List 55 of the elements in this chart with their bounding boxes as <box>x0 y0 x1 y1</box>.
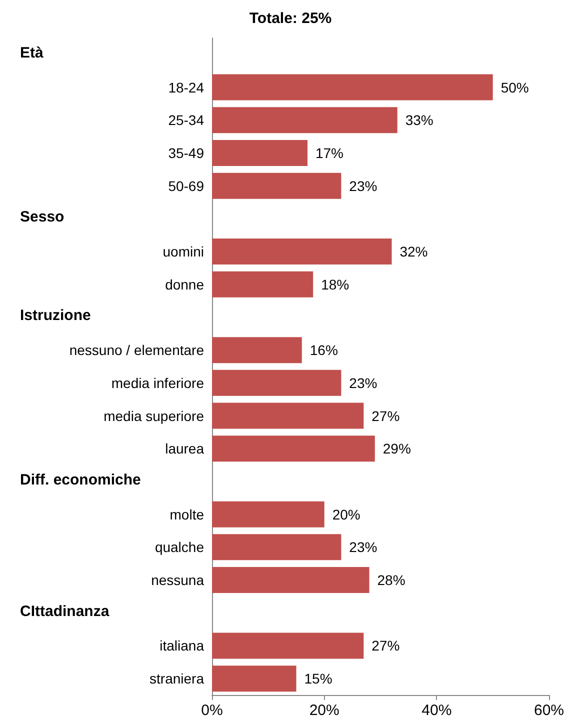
y-tick-label: nessuna <box>151 572 204 588</box>
data-label: 50% <box>500 79 529 96</box>
bar <box>212 632 364 659</box>
bar <box>212 107 398 134</box>
text: Età <box>20 44 44 62</box>
bar <box>212 337 302 364</box>
bar <box>212 271 314 298</box>
x-tick-label: 40% <box>422 702 452 719</box>
text: Sesso <box>20 208 64 226</box>
y-tick-label: nessuno / elementare <box>69 342 204 358</box>
x-tick-label: 0% <box>201 702 223 719</box>
bar <box>212 140 308 166</box>
data-label: 18% <box>321 276 350 292</box>
data-label: 15% <box>304 670 332 687</box>
y-tick-label: 50-69 <box>168 178 204 194</box>
bar <box>212 74 493 100</box>
data-label: 27% <box>372 408 400 424</box>
bar <box>212 402 364 429</box>
bar <box>212 567 370 594</box>
y-tick-label: uomini <box>162 244 204 260</box>
data-label: 28% <box>377 572 406 588</box>
x-tick-label: 60% <box>534 702 564 719</box>
y-tick-label: qualche <box>154 539 204 556</box>
y-tick-label: 25-34 <box>168 112 204 128</box>
y-tick-label: 35-49 <box>168 144 204 161</box>
text: CIttadinanza <box>20 602 110 620</box>
text: Istruzione <box>20 307 91 324</box>
y-tick-label: laurea <box>165 440 204 457</box>
text: Diff. economiche <box>20 471 141 488</box>
data-label: 17% <box>315 144 344 161</box>
bar <box>212 238 392 265</box>
data-label: 20% <box>332 506 360 522</box>
bar <box>212 370 342 396</box>
y-tick-label: molte <box>170 506 204 522</box>
data-label: 23% <box>349 374 378 391</box>
bar <box>212 534 342 560</box>
x-tick-label: 20% <box>309 702 340 719</box>
y-tick-label: italiana <box>160 638 204 654</box>
y-tick-label: 18-24 <box>168 79 204 96</box>
bar <box>212 501 324 528</box>
chart-title: Totale: 25% <box>249 10 332 27</box>
y-tick-label: media inferiore <box>111 374 204 391</box>
data-label: 23% <box>349 178 378 194</box>
data-label: 23% <box>349 539 378 556</box>
data-label: 32% <box>400 244 428 260</box>
data-label: 33% <box>405 112 434 128</box>
y-tick-label: donne <box>165 276 204 292</box>
data-label: 27% <box>372 638 400 654</box>
y-tick-label: straniera <box>150 670 204 687</box>
data-label: 16% <box>310 342 338 358</box>
data-label: 29% <box>382 440 411 457</box>
bar <box>212 172 342 199</box>
y-tick-label: media superiore <box>104 408 204 424</box>
bar <box>212 436 375 462</box>
bar <box>212 666 296 692</box>
